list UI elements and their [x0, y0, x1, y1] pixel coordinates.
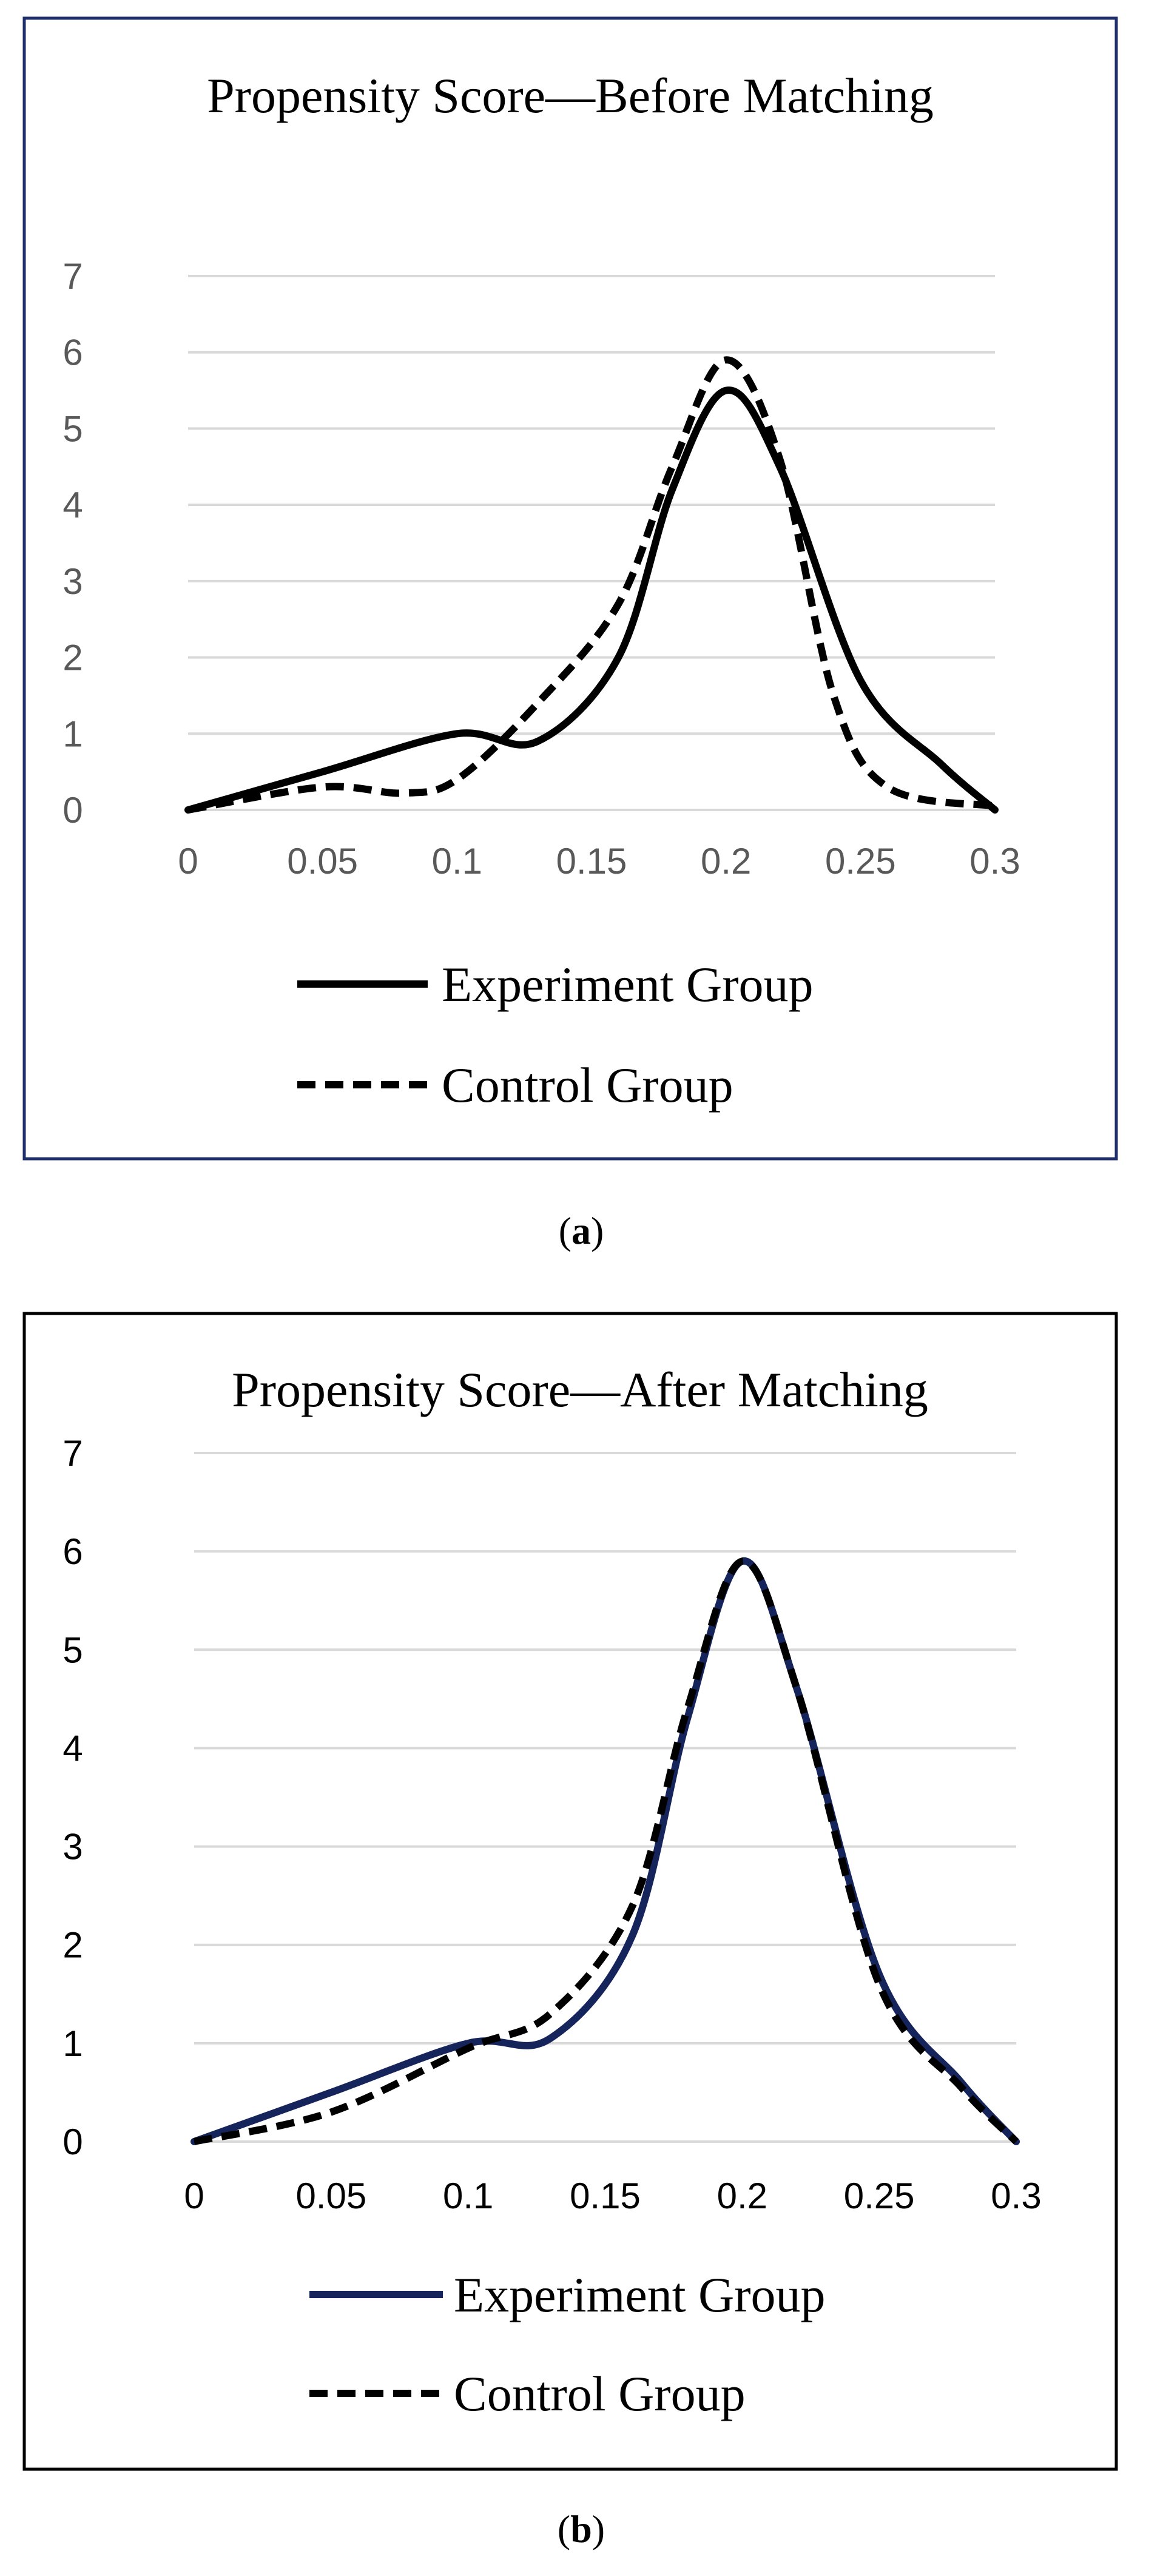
- series-line-control-group: [193, 1557, 1019, 2145]
- panel-a-y-axis: 0 1 2 3 4 5 6 7: [62, 256, 83, 831]
- panel-a-plot-area: [184, 356, 999, 814]
- x-tick-label: 0.3: [991, 2176, 1041, 2216]
- x-tick-label: 0.05: [287, 841, 358, 882]
- y-tick-label: 7: [62, 1433, 83, 1474]
- panel-b-caption-letter: b: [570, 2507, 592, 2551]
- y-tick-label: 5: [62, 1630, 83, 1670]
- y-tick-label: 2: [62, 1925, 83, 1966]
- panel-b-y-axis: 0 1 2 3 4 5 6 7: [62, 1433, 83, 2162]
- panel-a: Propensity Score—Before Matching 0 1 2 3 4 5 6…: [22, 16, 1118, 1161]
- x-tick-label: 0: [184, 2176, 204, 2216]
- y-tick-label: 4: [62, 1728, 83, 1768]
- x-tick-label: 0.25: [825, 841, 896, 882]
- x-tick-label: 0.05: [295, 2176, 366, 2216]
- x-tick-label: 0.3: [969, 841, 1020, 882]
- panel-b-gridlines: [194, 1452, 1016, 2143]
- panel-b-caption-open: (: [558, 2507, 570, 2551]
- y-tick-label: 6: [62, 332, 83, 373]
- panel-a-caption: (a): [559, 1209, 604, 1252]
- y-tick-label: 3: [62, 1827, 83, 1867]
- panel-a-frame: [22, 16, 1118, 1161]
- panel-a-x-axis: 0 0.05 0.1 0.15 0.2 0.25 0.3: [178, 841, 1020, 882]
- legend-control-label: Control Group: [454, 2366, 746, 2421]
- x-tick-label: 0.2: [717, 2176, 767, 2216]
- x-tick-label: 0.2: [701, 841, 751, 882]
- y-tick-label: 1: [62, 2023, 83, 2064]
- y-tick-label: 7: [62, 256, 83, 297]
- x-tick-label: 0.15: [570, 2176, 641, 2216]
- legend-experiment-label: Experiment Group: [442, 957, 814, 1012]
- panel-b-title: Propensity Score—After Matching: [232, 1362, 928, 1417]
- x-tick-label: 0.15: [556, 841, 627, 882]
- y-tick-label: 0: [62, 790, 83, 831]
- panel-b-caption-close: ): [592, 2507, 605, 2551]
- y-tick-label: 5: [62, 408, 83, 449]
- y-tick-label: 4: [62, 485, 83, 525]
- panel-a-legend: Experiment Group Control Group: [297, 957, 814, 1113]
- panel-b-legend: Experiment Group Control Group: [309, 2267, 826, 2421]
- panel-a-caption-letter: a: [571, 1209, 591, 1252]
- panel-a-gridlines: [188, 275, 995, 811]
- panel-a-caption-open: (: [559, 1209, 571, 1252]
- y-tick-label: 6: [62, 1531, 83, 1572]
- y-tick-label: 3: [62, 561, 83, 602]
- x-tick-label: 0.25: [844, 2176, 915, 2216]
- panel-b-plot-area: [190, 1557, 1020, 2145]
- series-line-experiment-group: [184, 386, 999, 814]
- panel-b-frame: [22, 1312, 1118, 2471]
- legend-control-label: Control Group: [442, 1057, 733, 1113]
- y-tick-label: 1: [62, 713, 83, 754]
- panel-b: Propensity Score—After Matching 0 1 2 3 4 5 6 7…: [22, 1312, 1118, 2471]
- x-tick-label: 0.1: [432, 841, 482, 882]
- y-tick-label: 2: [62, 638, 83, 678]
- series-line-control-group: [187, 356, 996, 814]
- panel-b-caption: (b): [558, 2507, 605, 2551]
- panel-a-caption-close: ): [591, 1209, 604, 1252]
- legend-experiment-label: Experiment Group: [454, 2267, 826, 2322]
- x-tick-label: 0: [178, 841, 198, 882]
- panel-b-x-axis: 0 0.05 0.1 0.15 0.2 0.25 0.3: [184, 2176, 1041, 2216]
- panel-a-title: Propensity Score—Before Matching: [207, 68, 934, 123]
- y-tick-label: 0: [62, 2122, 83, 2162]
- x-tick-label: 0.1: [443, 2176, 493, 2216]
